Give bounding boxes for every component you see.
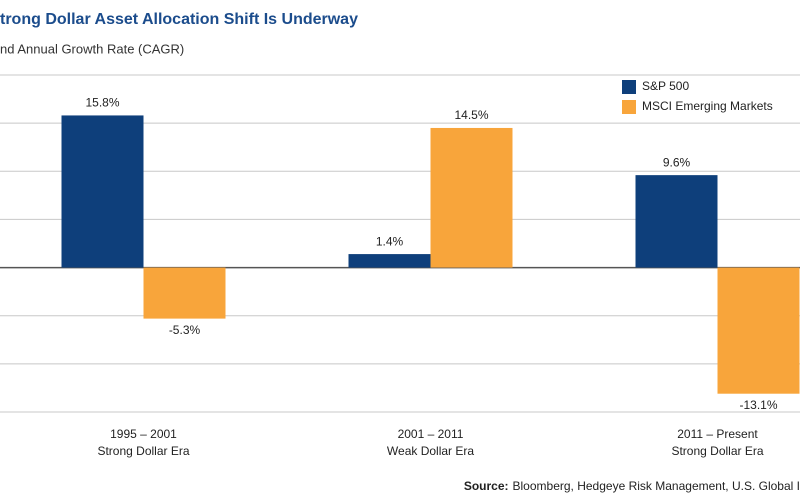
value-label: 14.5% <box>454 108 488 122</box>
x-tick-label: Strong Dollar Era <box>97 444 189 458</box>
chart-subtitle: nd Annual Growth Rate (CAGR) <box>0 41 184 56</box>
value-label: -13.1% <box>739 398 777 412</box>
x-tick-label: 2011 – Present <box>677 427 758 441</box>
legend-label: S&P 500 <box>642 79 689 93</box>
bar <box>430 127 513 268</box>
x-tick-label: 1995 – 2001 <box>110 427 177 441</box>
x-tick-label: 2001 – 2011 <box>398 427 464 441</box>
bar <box>717 267 800 394</box>
x-tick-label: Weak Dollar Era <box>387 444 474 458</box>
legend-label: MSCI Emerging Markets <box>642 99 773 113</box>
bar <box>635 175 718 268</box>
chart-title: trong Dollar Asset Allocation Shift Is U… <box>0 11 358 28</box>
value-label: 15.8% <box>85 96 119 110</box>
value-label: -5.3% <box>169 323 201 337</box>
source-text: Bloomberg, Hedgeye Risk Management, U.S.… <box>513 479 800 493</box>
source: Source: Bloomberg, Hedgeye Risk Managemen… <box>464 479 800 493</box>
legend-swatch <box>622 100 636 114</box>
value-label: 9.6% <box>663 155 691 169</box>
legend-swatch <box>622 80 636 94</box>
bar <box>348 254 431 268</box>
bar <box>143 267 226 319</box>
source-label: Source: <box>464 479 509 493</box>
x-tick-label: Strong Dollar Era <box>671 444 763 458</box>
value-label: 1.4% <box>376 234 404 248</box>
bar <box>61 115 144 268</box>
